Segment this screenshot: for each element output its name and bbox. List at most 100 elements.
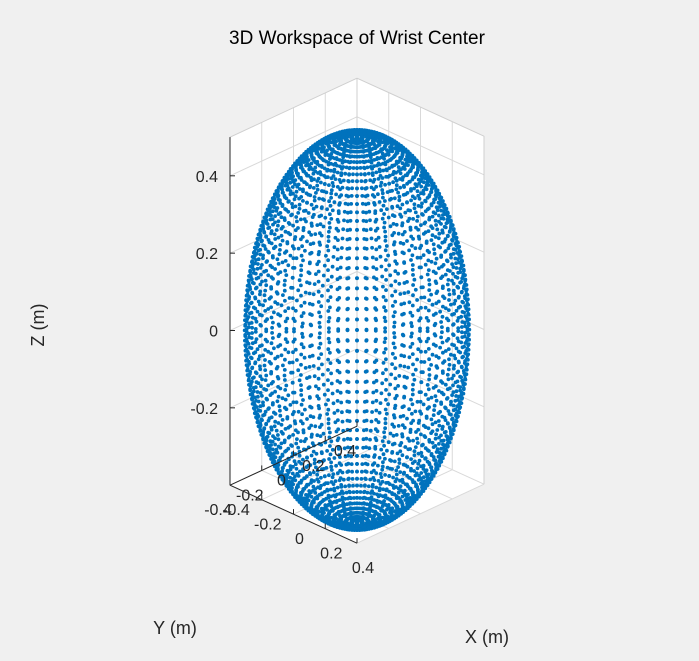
scatter-point [414,430,418,434]
scatter-point [402,395,406,400]
scatter-point [412,469,416,473]
scatter-point [326,162,331,167]
scatter-point [355,476,359,481]
scatter-point [274,209,279,213]
scatter-point [377,143,382,147]
scatter-point [402,291,407,295]
scatter-point [335,267,340,271]
scatter-point [424,339,429,344]
scatter-point [312,457,317,462]
scatter-point [427,298,431,303]
scatter-point [425,478,430,482]
scatter-point [335,389,340,393]
scatter-point [451,383,455,388]
scatter-point [355,141,359,146]
scatter-point [443,272,448,277]
scatter-point [388,431,393,436]
scatter-point [425,326,430,331]
scatter-point [328,361,333,365]
scatter-point [331,401,336,406]
scatter-point [324,175,328,180]
scatter-point [421,253,426,257]
scatter-point [346,445,350,450]
scatter-point [437,450,442,455]
scatter-point [319,213,324,218]
scatter-point [315,472,320,477]
scatter-point [355,237,359,242]
scatter-point [276,471,281,476]
scatter-point [330,475,335,480]
scatter-point [434,281,439,285]
scatter-point [419,184,424,189]
scatter-point [337,195,342,199]
scatter-point [286,263,291,268]
scatter-point [443,207,448,212]
scatter-point [326,288,330,293]
scatter-point [295,358,299,362]
scatter-point [335,485,340,490]
scatter-point [374,485,379,490]
scatter-point [379,391,384,396]
scatter-point [350,186,354,191]
scatter-point [363,400,367,404]
scatter-point [380,479,385,484]
scatter-point [339,400,344,405]
scatter-point [394,183,399,188]
scatter-point [251,351,256,356]
scatter-point [416,193,421,198]
scatter-point [397,194,402,199]
scatter-point [355,428,359,433]
scatter-point [346,370,351,374]
scatter-point [461,354,465,359]
scatter-point [342,209,347,214]
scatter-point [373,219,378,224]
scatter-point [302,217,307,222]
scatter-point [332,143,337,148]
scatter-point [434,398,439,403]
scatter-point [397,461,402,465]
scatter-point [274,228,279,232]
scatter-point [361,496,365,500]
scatter-point [442,430,447,435]
scatter-point [347,409,352,414]
scatter-point [311,186,316,190]
scatter-point [387,482,392,487]
scatter-point [434,301,439,306]
scatter-point [306,192,311,197]
scatter-point [446,288,451,292]
scatter-point [402,354,407,359]
scatter-point [276,468,280,473]
scatter-point [362,490,366,495]
scatter-point [382,220,387,225]
scatter-point [364,202,368,207]
scatter-point [434,271,438,275]
scatter-point [325,449,329,453]
scatter-point [277,404,282,409]
scatter-point [393,289,398,294]
scatter-point [293,228,298,233]
scatter-point [335,297,340,302]
scatter-point [433,376,438,380]
scatter-point [397,457,402,462]
scatter-point [436,355,441,360]
scatter-point [445,258,449,263]
box-edge [229,77,358,138]
scatter-point [443,212,447,217]
scatter-point [328,295,333,299]
scatter-point [426,229,431,234]
scatter-point [315,468,320,473]
scatter-point [452,424,457,429]
scatter-point [456,398,460,402]
scatter-point [271,222,275,227]
scatter-point [303,290,308,295]
scatter-point [380,464,385,469]
scatter-point [299,352,304,357]
scatter-point [355,219,359,224]
scatter-point [349,454,354,459]
scatter-point [368,150,372,155]
scatter-point [419,349,423,354]
scatter-point [293,161,298,166]
scatter-point [327,221,332,225]
scatter-point [370,400,375,405]
